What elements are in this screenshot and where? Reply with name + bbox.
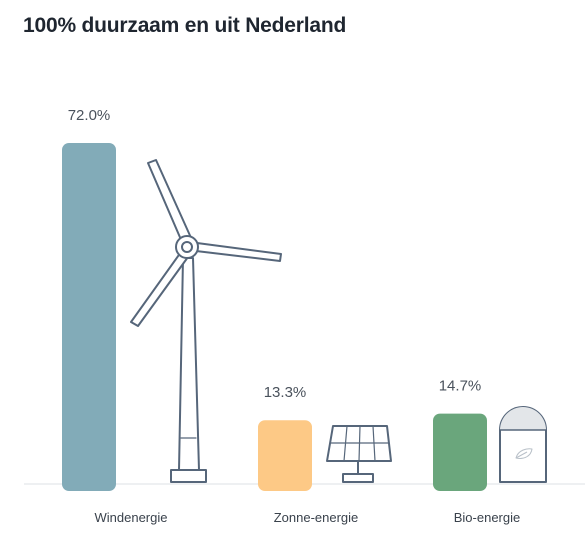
value-label-windenergie: 72.0% [68, 107, 111, 124]
solar-panel-icon [326, 425, 392, 483]
value-label-zonne-energie: 13.3% [264, 384, 307, 401]
category-label-bio-energie: Bio-energie [454, 510, 521, 525]
bar-windenergie [62, 143, 116, 491]
category-label-windenergie: Windenergie [95, 510, 168, 525]
bar-zonne-energie [258, 420, 312, 491]
bio-silo-icon [499, 406, 547, 483]
bar-bio-energie [433, 413, 487, 491]
chart-title: 100% duurzaam en uit Nederland [23, 14, 347, 37]
labels-group: 72.0% Windenergie 13.3% Zonne-energie 14.7% B… [68, 107, 521, 525]
bars-group [62, 143, 487, 491]
value-label-bio-energie: 14.7% [439, 378, 482, 395]
category-label-zonne-energie: Zonne-energie [274, 510, 359, 525]
wind-turbine-icon [130, 159, 282, 483]
